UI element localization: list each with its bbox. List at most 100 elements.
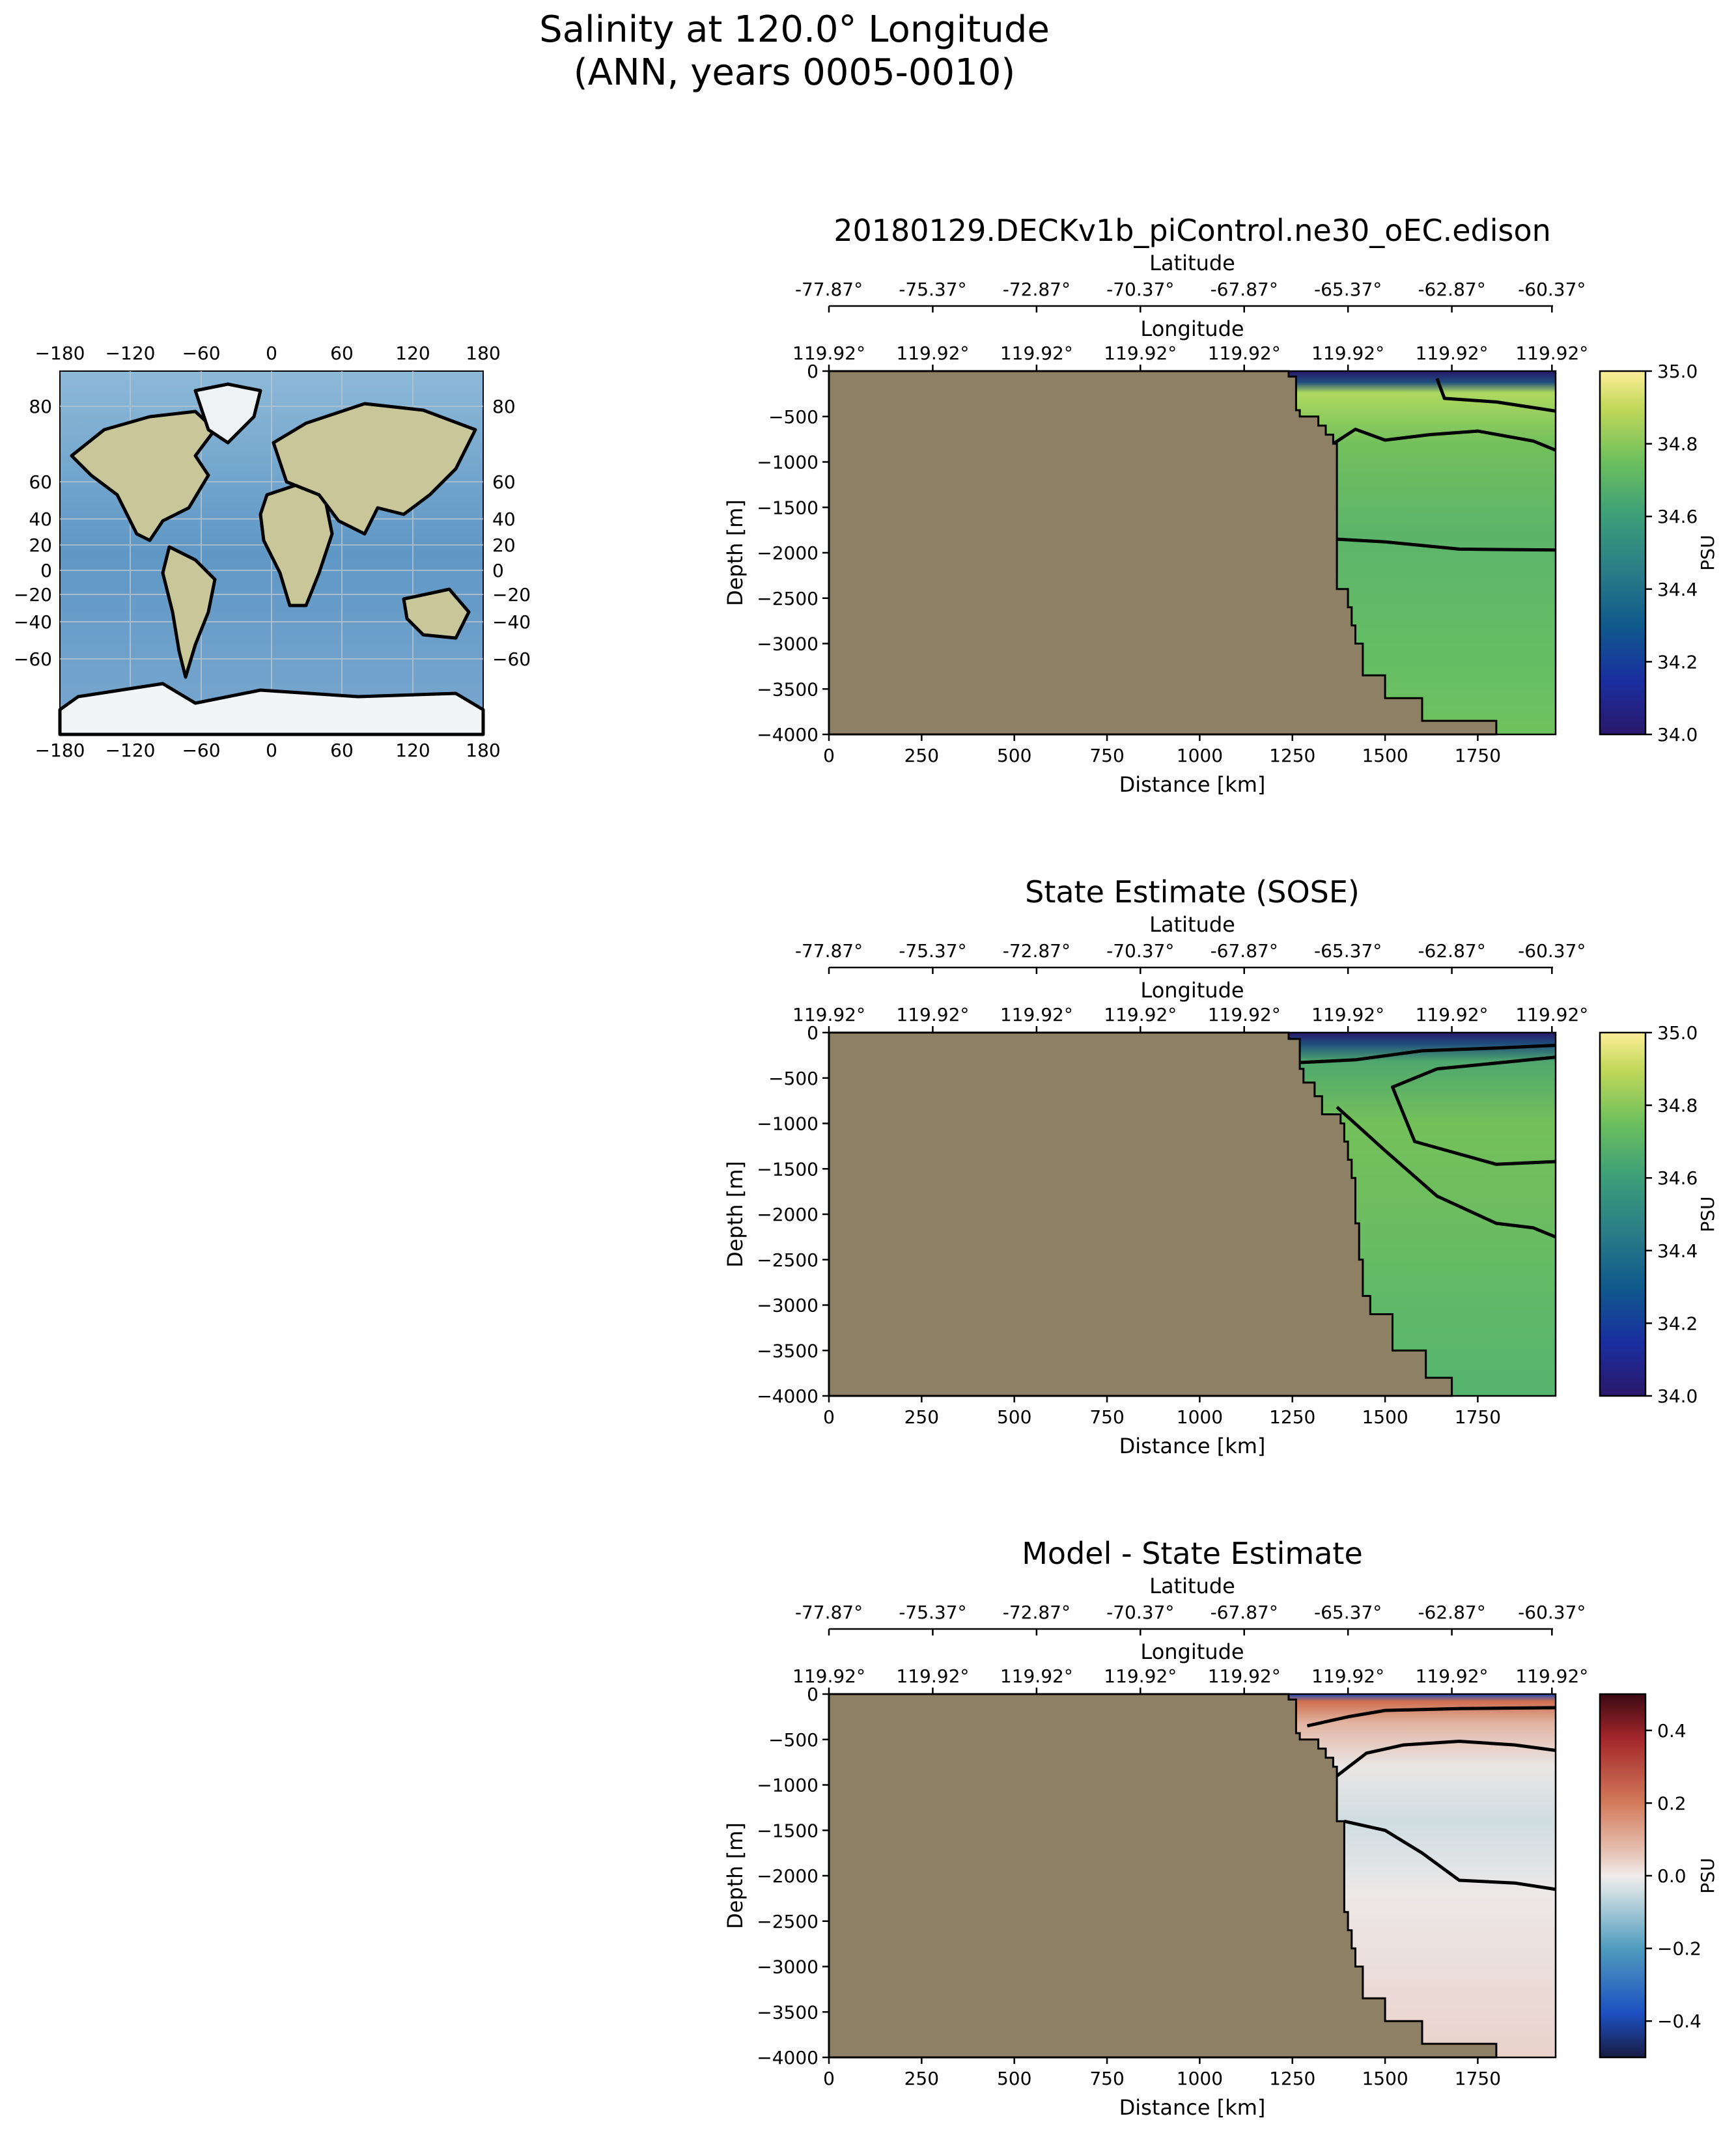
latitude-tick-label: -75.37° [899,940,966,962]
latitude-tick-label: -62.87° [1418,279,1485,300]
x-tick-label: 500 [997,2068,1031,2089]
land-mask [828,370,1498,736]
y-tick-label: 0 [807,361,819,382]
x-axis-label: Distance [km] [1119,1434,1266,1458]
colorbar-tick-label: −0.2 [1657,1938,1701,1960]
colorbar-tick-label: 34.8 [1657,1095,1698,1117]
colorbar-tick-label: 34.0 [1657,724,1698,745]
latitude-axis-label: Latitude [1149,251,1235,275]
svg-text:−60: −60 [182,740,220,761]
colorbar [1599,370,1647,736]
contour-line-1 [1343,1819,1556,1891]
x-axis-label: Distance [km] [1119,772,1266,797]
longitude-axis-label: Longitude [1140,978,1244,1003]
longitude-tick-label: 119.92° [1515,1665,1588,1687]
figure-suptitle-line1: Salinity at 120.0° Longitude [539,8,1050,51]
svg-text:−120: −120 [105,342,156,364]
colorbar-tick-label: 0.4 [1657,1720,1687,1742]
latitude-tick-label: -77.87° [795,1602,863,1623]
svg-text:60: 60 [330,740,354,761]
x-tick-label: 1250 [1269,745,1315,766]
svg-text:0: 0 [40,560,52,581]
svg-text:−40: −40 [492,611,531,633]
map-xticks-top: −180 −120 −60 0 60 120 180 [35,342,501,364]
svg-text:60: 60 [492,471,516,493]
colorbar-label: PSU [1697,1858,1718,1893]
y-tick-label: −500 [768,1068,819,1089]
y-tick-label: −2000 [757,1204,819,1225]
latitude-tick-label: -62.87° [1418,1602,1485,1623]
section-panel-1: 20180129.DECKv1b_piControl.ne30_oEC.edis… [723,213,1718,797]
latitude-tick-label: -67.87° [1211,279,1278,300]
longitude-tick-label: 119.92° [1416,1004,1489,1025]
world-map-icon [58,382,485,736]
longitude-tick-label: 119.92° [1208,1665,1281,1687]
colorbar-tick-label: 35.0 [1657,361,1698,382]
svg-text:20: 20 [29,535,52,556]
svg-text:60: 60 [330,342,354,364]
colorbar-label: PSU [1697,535,1718,570]
section-panel-3: Model - State Estimate Latitude -77.87° -75… [723,1536,1718,2120]
latitude-tick-label: -65.37° [1314,940,1382,962]
longitude-tick-label: 119.92° [1416,342,1489,364]
svg-text:0: 0 [266,342,277,364]
longitude-tick-label: 119.92° [1311,1004,1384,1025]
latitude-tick-label: -65.37° [1314,1602,1382,1623]
y-tick-label: −1000 [757,1775,819,1796]
colorbar-tick-label: 34.2 [1657,651,1698,673]
colorbar-tick-label: 34.0 [1657,1385,1698,1407]
svg-text:−60: −60 [14,648,52,670]
latitude-tick-label: -77.87° [795,279,863,300]
longitude-tick-label: 119.92° [1515,1004,1588,1025]
svg-text:−120: −120 [105,740,156,761]
x-tick-label: 250 [904,745,939,766]
y-tick-label: −3000 [757,633,819,655]
longitude-tick-label: 119.92° [792,1004,865,1025]
x-tick-label: 0 [823,745,835,766]
x-tick-label: 500 [997,1406,1031,1428]
latitude-tick-label: -70.37° [1106,940,1174,962]
y-tick-label: −2500 [757,1249,819,1271]
svg-text:120: 120 [395,342,430,364]
colorbar [1599,1693,1647,2059]
longitude-tick-label: 119.92° [1208,1004,1281,1025]
colorbar-tick-label: 0.0 [1657,1865,1687,1887]
panel-title: 20180129.DECKv1b_piControl.ne30_oEC.edis… [833,213,1551,248]
longitude-tick-label: 119.92° [1416,1665,1489,1687]
svg-text:60: 60 [29,471,52,493]
figure-suptitle-line2: (ANN, years 0005-0010) [574,51,1016,94]
longitude-axis-label: Longitude [1140,316,1244,341]
y-tick-label: −1000 [757,1113,819,1135]
latitude-tick-label: -62.87° [1418,940,1485,962]
y-tick-label: −4000 [757,1385,819,1407]
longitude-tick-label: 119.92° [1000,342,1073,364]
location-map: −180 −120 −60 0 60 120 180 −180 −120 −60… [14,342,531,761]
longitude-tick-label: 119.92° [1104,1665,1177,1687]
y-tick-label: −3500 [757,678,819,700]
y-tick-label: −3000 [757,1295,819,1316]
svg-text:0: 0 [266,740,277,761]
y-axis-label: Depth [m] [723,1161,748,1268]
x-tick-label: 0 [823,2068,835,2089]
svg-text:−20: −20 [492,584,531,605]
x-tick-label: 1500 [1362,745,1408,766]
colorbar-tick-label: 34.6 [1657,506,1698,527]
svg-text:−60: −60 [492,648,531,670]
latitude-tick-label: -72.87° [1003,940,1071,962]
longitude-tick-label: 119.92° [792,342,865,364]
latitude-tick-label: -77.87° [795,940,863,962]
longitude-tick-label: 119.92° [792,1665,865,1687]
longitude-tick-label: 119.92° [1104,342,1177,364]
x-tick-label: 1500 [1362,2068,1408,2089]
contour-line-1 [1336,537,1556,552]
y-tick-label: −2000 [757,1865,819,1887]
map-yticks-left: 80 60 40 20 0 −20 −40 −60 [14,396,52,670]
land-mask [828,1693,1498,2059]
longitude-axis-label: Longitude [1140,1639,1244,1664]
longitude-tick-label: 119.92° [896,1665,969,1687]
x-axis-label: Distance [km] [1119,2095,1266,2120]
svg-text:−60: −60 [182,342,220,364]
y-tick-label: −4000 [757,2047,819,2068]
contour-line-3 [1435,378,1556,413]
